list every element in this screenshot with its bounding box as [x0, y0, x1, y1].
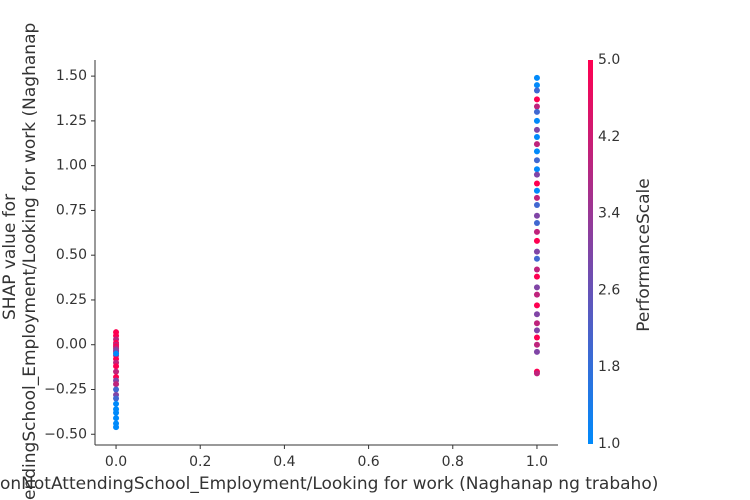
point	[533, 134, 540, 140]
point	[533, 320, 540, 327]
point	[533, 291, 540, 298]
colorbar-tick-label: 2.6	[598, 282, 620, 298]
y-tick-label: −0.25	[44, 381, 87, 397]
point	[533, 187, 540, 194]
colorbar-tick-label: 3.4	[598, 206, 620, 222]
point	[533, 311, 540, 318]
colorbar-tick-label: 1.8	[598, 359, 620, 375]
point	[533, 302, 540, 309]
colorbar-tick-label: 4.2	[598, 129, 620, 145]
point	[113, 424, 120, 431]
point	[533, 212, 540, 219]
point	[533, 108, 540, 115]
y-tick-label: 0.75	[56, 202, 87, 218]
point	[533, 248, 540, 255]
point	[113, 395, 120, 402]
y-tick-label: 1.50	[56, 68, 87, 84]
point	[533, 284, 540, 291]
y-tick-label: 1.00	[56, 158, 87, 174]
point	[533, 341, 540, 348]
x-tick-label: 1.0	[526, 454, 548, 470]
point	[113, 350, 120, 357]
point	[533, 74, 540, 81]
point	[533, 219, 540, 226]
point	[533, 96, 540, 103]
point	[533, 166, 540, 173]
x-tick-label: 0.2	[189, 454, 211, 470]
x-tick-label: 0.0	[105, 454, 127, 470]
y-tick-label: 0.25	[56, 292, 87, 308]
colorbar	[588, 60, 593, 444]
point	[113, 381, 120, 388]
colorbar-tick-label: 5.0	[598, 52, 620, 68]
point	[533, 348, 540, 355]
point	[113, 400, 120, 407]
point	[533, 157, 540, 164]
point	[533, 148, 540, 155]
point	[533, 87, 540, 94]
point	[533, 82, 540, 89]
y-tick-label: 1.25	[56, 113, 87, 129]
point	[113, 368, 120, 375]
y-tick-label: −0.50	[44, 426, 87, 442]
point	[533, 237, 540, 244]
point	[533, 171, 540, 178]
point	[533, 370, 540, 377]
point	[533, 141, 540, 148]
point	[533, 202, 540, 209]
x-axis-label: onNotAttendingSchool_Employment/Looking …	[0, 474, 658, 494]
y-axis-label: endingSchool_Employment/Looking for work…	[20, 23, 40, 500]
point	[113, 386, 120, 393]
point	[533, 126, 540, 133]
x-tick-label: 0.6	[357, 454, 379, 470]
point	[113, 363, 120, 370]
x-tick-label: 0.4	[273, 454, 295, 470]
point	[113, 415, 120, 422]
point	[533, 228, 540, 235]
point	[533, 103, 540, 110]
colorbar-label: PerformanceScale	[634, 178, 654, 331]
point	[533, 327, 540, 334]
point	[113, 409, 120, 416]
point	[533, 266, 540, 273]
x-tick-label: 0.8	[442, 454, 464, 470]
y-tick-label: 0.50	[56, 247, 87, 263]
point	[533, 255, 540, 262]
point	[533, 334, 540, 341]
y-tick-label: 0.00	[56, 337, 87, 353]
point	[533, 117, 540, 124]
point	[533, 180, 540, 187]
y-axis-label: SHAP value for	[0, 194, 20, 320]
point	[533, 194, 540, 201]
point	[533, 273, 540, 280]
colorbar-tick-label: 1.0	[598, 436, 620, 452]
